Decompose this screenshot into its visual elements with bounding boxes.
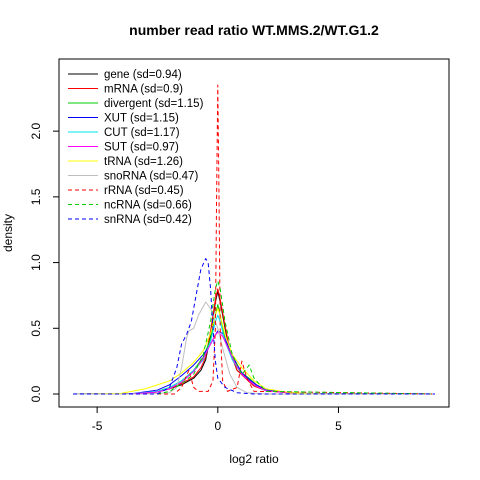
series-line-7 [73, 301, 435, 395]
legend-label: snoRNA (sd=0.47) [104, 171, 198, 183]
x-axis-label: log2 ratio [229, 452, 279, 466]
legend: gene (sd=0.94) mRNA (sd=0.9) divergent (sd… [68, 69, 204, 226]
legend-label: snRNA (sd=0.42) [104, 214, 192, 226]
legend-label: tRNA (sd=1.26) [104, 156, 183, 168]
series-line-8 [73, 84, 436, 395]
legend-label: rRNA (sd=0.45) [104, 185, 184, 197]
legend-label: CUT (sd=1.17) [104, 127, 180, 139]
legend-label: XUT (sd=1.15) [104, 113, 179, 125]
series-layer [72, 84, 436, 395]
series-line-9 [73, 280, 436, 395]
x-tick-label: 5 [335, 419, 342, 433]
legend-label: gene (sd=0.94) [104, 69, 182, 81]
y-tick-label: 0.5 [29, 320, 43, 337]
legend-label: ncRNA (sd=0.66) [104, 200, 192, 212]
x-tick-label: -5 [92, 419, 103, 433]
y-tick-label: 0.0 [29, 385, 43, 402]
series-line-5 [72, 331, 436, 395]
y-tick-label: 1.0 [29, 254, 43, 271]
series-line-6 [72, 308, 436, 395]
y-tick-label: 1.5 [29, 188, 43, 205]
legend-label: mRNA (sd=0.9) [104, 84, 183, 96]
chart-title: number read ratio WT.MMS.2/WT.G1.2 [129, 22, 379, 38]
x-tick-label: 0 [214, 419, 221, 433]
plot-frame [58, 58, 450, 408]
series-line-10 [73, 258, 435, 395]
legend-label: divergent (sd=1.15) [104, 98, 204, 110]
y-tick-label: 2.0 [29, 122, 43, 139]
legend-label: SUT (sd=0.97) [104, 142, 179, 154]
y-axis-label: density [1, 214, 15, 252]
